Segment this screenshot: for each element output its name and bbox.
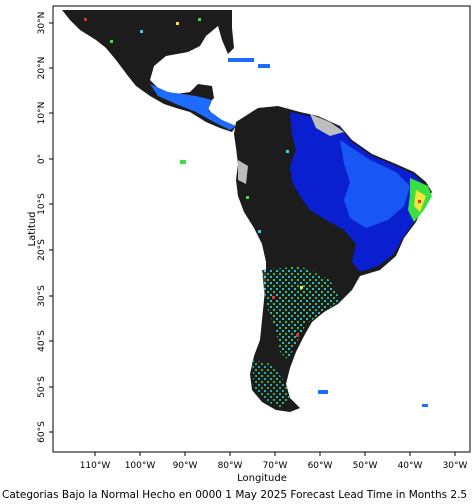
lat-tick-label: 20°N [37,57,47,80]
land-central-america-blue [150,84,236,130]
region-patagonia-speckle [252,360,290,408]
speckle-yellow [176,22,179,25]
lat-tick-label: 60°S [37,421,47,443]
region-gray-andes [238,160,248,184]
land-falklands [318,390,328,394]
lon-tick-labels: 110°W 100°W 90°W 80°W 70°W 60°W 50°W 40°… [80,461,468,471]
speckle-green [110,40,113,43]
speckle-red [418,200,421,203]
lat-tick-labels: 30°N 20°N 10°N 0° 10°S 20°S 30°S 40°S 50… [37,12,47,443]
speckle-red [84,18,87,21]
lat-tick-label: 0° [37,154,47,164]
lon-tick-label: 40°W [398,461,423,471]
lon-tick-label: 80°W [218,461,243,471]
x-axis-title: Longitude [237,473,287,484]
land-hispaniola [258,64,270,68]
land-florida [218,26,234,54]
region-southern-speckle [262,266,340,360]
lon-tick-label: 100°W [125,461,156,471]
land-cuba [228,58,254,62]
lat-tick-label: 10°N [37,102,47,125]
lat-tick-label: 30°S [37,285,47,307]
speckle-cyan [286,150,289,153]
speckle-cyan [258,230,261,233]
lon-tick-label: 90°W [173,461,198,471]
y-axis-title: Latitud [27,211,38,246]
lat-tick-label: 30°N [37,12,47,35]
speckle-cyan [140,30,143,33]
map-caption: Categorias Bajo la Normal Hecho en 0000 … [2,489,468,501]
lat-tick-marks [49,22,53,433]
lat-tick-label: 40°S [37,330,47,352]
speckle-red [272,296,275,299]
land-galapagos [180,160,186,164]
speckle-green [198,18,201,21]
speckle-red [296,334,299,337]
lon-tick-marks [94,452,456,456]
lat-tick-label: 50°S [37,376,47,398]
lon-tick-label: 70°W [263,461,288,471]
lat-tick-label: 20°S [37,239,47,261]
region-brazil-lightblue [340,140,410,228]
lon-tick-label: 60°W [308,461,333,471]
land-south-georgia [422,404,428,407]
lat-tick-label: 10°S [37,193,47,215]
region-gray-north [310,114,344,136]
speckle-yellow [300,286,303,289]
lon-tick-label: 50°W [353,461,378,471]
lon-tick-label: 30°W [443,461,468,471]
lon-tick-label: 110°W [80,461,111,471]
speckle-green [246,196,249,199]
